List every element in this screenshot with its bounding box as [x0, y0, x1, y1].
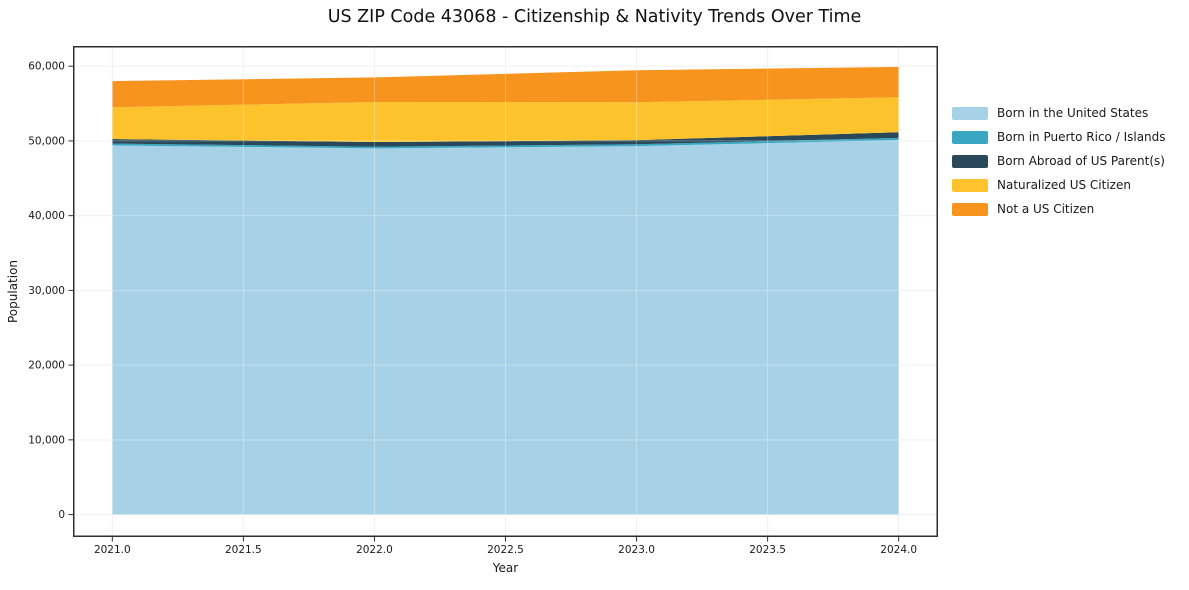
x-tick-label: 2021.5 — [225, 544, 262, 556]
legend-item-born-in-the-united-states: Born in the United States — [952, 101, 1166, 125]
area-born-abroad-of-us-parent-s — [112, 132, 899, 147]
legend-label: Born in the United States — [997, 106, 1149, 120]
legend-item-naturalized-us-citizen: Naturalized US Citizen — [952, 173, 1166, 197]
legend-label: Not a US Citizen — [997, 202, 1095, 216]
x-tick-label: 2023.0 — [618, 544, 655, 556]
y-tick-label: 10,000 — [28, 434, 65, 446]
y-tick-label: 60,000 — [28, 61, 65, 73]
x-axis-label: Year — [492, 561, 518, 575]
y-tick-label: 40,000 — [28, 210, 65, 222]
legend-item-not-a-us-citizen: Not a US Citizen — [952, 197, 1166, 221]
legend-item-born-in-puerto-rico-islands: Born in Puerto Rico / Islands — [952, 125, 1166, 149]
area-born-in-puerto-rico-islands — [112, 137, 899, 149]
gridlines-overlay — [73, 46, 938, 537]
legend-swatch — [952, 106, 988, 120]
x-tick-label: 2022.0 — [356, 544, 393, 556]
y-tick-label: 20,000 — [28, 360, 65, 372]
tick-marks — [68, 65, 900, 542]
x-tick-label: 2021.0 — [94, 544, 131, 556]
area-naturalized-us-citizen — [112, 97, 899, 143]
tick-labels: 2021.0 2021.5 2022.0 2022.5 2023.0 2023.5 2024… — [28, 61, 917, 556]
x-tick-label: 2024.0 — [880, 544, 917, 556]
legend-label: Naturalized US Citizen — [997, 178, 1131, 192]
y-tick-label: 30,000 — [28, 285, 65, 297]
legend-swatch — [952, 178, 988, 192]
legend-swatch — [952, 130, 988, 144]
area-not-a-us-citizen — [112, 66, 899, 108]
chart-title: US ZIP Code 43068 - Citizenship & Nativi… — [327, 7, 862, 27]
legend-item-born-abroad-of-us-parent-s: Born Abroad of US Parent(s) — [952, 149, 1166, 173]
legend-swatch — [952, 154, 988, 168]
y-tick-label: 50,000 — [28, 135, 65, 147]
y-tick-label: 0 — [58, 509, 65, 521]
legend: Born in the United States Born in Puerto … — [952, 101, 1166, 221]
area-born-in-the-united-states — [112, 140, 899, 515]
y-axis-label: Population — [6, 260, 20, 323]
legend-label: Born Abroad of US Parent(s) — [997, 154, 1165, 168]
plot-border — [73, 46, 938, 537]
x-tick-label: 2022.5 — [487, 544, 524, 556]
x-tick-label: 2023.5 — [749, 544, 786, 556]
legend-label: Born in Puerto Rico / Islands — [997, 130, 1166, 144]
legend-swatch — [952, 202, 988, 216]
